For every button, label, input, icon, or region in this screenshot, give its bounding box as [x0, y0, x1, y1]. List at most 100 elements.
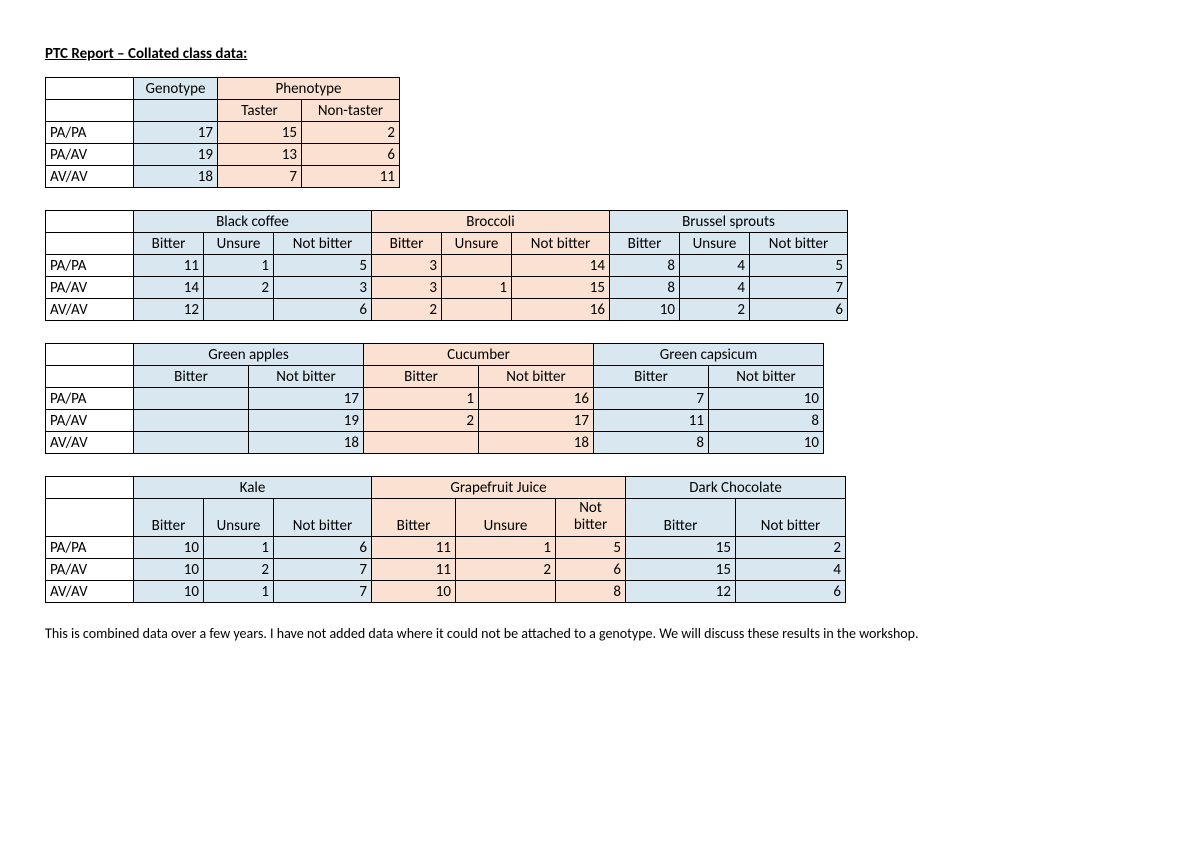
t1-cell: 15 — [218, 122, 302, 144]
food-table-row2: Green applesCucumberGreen capsicumBitter… — [45, 343, 824, 454]
t2-cell: 8 — [610, 277, 680, 299]
t3-cell: 17 — [479, 410, 594, 432]
t2-sub-header: Not bitter — [274, 233, 372, 255]
t1-taster-header: Taster — [218, 100, 302, 122]
t2-cell: 7 — [750, 277, 848, 299]
t4-cell: 10 — [372, 580, 456, 602]
t4-cell: 7 — [274, 580, 372, 602]
t2-cell: 3 — [274, 277, 372, 299]
t4-rowlabel: PA/PA — [46, 536, 134, 558]
t4-rowlabel: PA/AV — [46, 558, 134, 580]
food-table-row3: KaleGrapefruit JuiceDark ChocolateBitter… — [45, 476, 846, 603]
t3-cell: 1 — [364, 388, 479, 410]
t2-sub-header: Bitter — [610, 233, 680, 255]
t4-cell: 6 — [556, 558, 626, 580]
t4-sub-header: Unsure — [456, 499, 556, 537]
t4-group-header: Grapefruit Juice — [372, 477, 626, 499]
footnote-text: This is combined data over a few years. … — [45, 625, 1155, 642]
t4-cell: 7 — [274, 558, 372, 580]
t2-group-header: Black coffee — [134, 211, 372, 233]
t1-rowlabel: AV/AV — [46, 166, 134, 188]
t2-sub-header: Not bitter — [512, 233, 610, 255]
t2-group-header: Brussel sprouts — [610, 211, 848, 233]
t2-cell — [442, 299, 512, 321]
t2-cell: 16 — [512, 299, 610, 321]
t4-cell: 2 — [204, 558, 274, 580]
t2-sub-header: Not bitter — [750, 233, 848, 255]
t3-cell — [134, 410, 249, 432]
t3-cell: 10 — [709, 432, 824, 454]
t4-cell — [456, 580, 556, 602]
t2-cell: 14 — [134, 277, 204, 299]
t1-rowlabel: PA/PA — [46, 122, 134, 144]
t2-cell — [442, 255, 512, 277]
t3-cell: 7 — [594, 388, 709, 410]
t3-sub-header: Bitter — [134, 366, 249, 388]
t2-cell: 4 — [680, 277, 750, 299]
t4-cell: 12 — [626, 580, 736, 602]
t3-cell: 17 — [249, 388, 364, 410]
t4-cell: 10 — [134, 536, 204, 558]
t3-group-header: Green capsicum — [594, 344, 824, 366]
t3-rowlabel: PA/AV — [46, 410, 134, 432]
t2-cell: 15 — [512, 277, 610, 299]
t2-cell: 8 — [610, 255, 680, 277]
t3-sub-header: Not bitter — [709, 366, 824, 388]
t2-cell: 14 — [512, 255, 610, 277]
t4-sub-header: Bitter — [134, 499, 204, 537]
t3-cell: 18 — [249, 432, 364, 454]
t2-cell: 5 — [274, 255, 372, 277]
t2-cell: 6 — [274, 299, 372, 321]
t3-rowlabel: PA/PA — [46, 388, 134, 410]
t2-cell: 10 — [610, 299, 680, 321]
t4-sub-header: Unsure — [204, 499, 274, 537]
t4-cell: 4 — [736, 558, 846, 580]
t2-cell: 1 — [204, 255, 274, 277]
t1-cell: 18 — [134, 166, 218, 188]
t1-cell: 13 — [218, 144, 302, 166]
t1-rowlabel: PA/AV — [46, 144, 134, 166]
t3-sub-header: Bitter — [594, 366, 709, 388]
t1-genotype-header: Genotype — [134, 78, 218, 100]
genotype-phenotype-table: GenotypePhenotypeTasterNon-tasterPA/PA17… — [45, 77, 400, 188]
t2-cell: 1 — [442, 277, 512, 299]
t3-sub-header: Not bitter — [249, 366, 364, 388]
t1-nontaster-header: Non-taster — [302, 100, 400, 122]
t1-cell: 6 — [302, 144, 400, 166]
t3-cell: 11 — [594, 410, 709, 432]
t1-cell: 2 — [302, 122, 400, 144]
t2-cell: 2 — [204, 277, 274, 299]
t1-cell: 19 — [134, 144, 218, 166]
t4-cell: 15 — [626, 536, 736, 558]
t2-cell: 11 — [134, 255, 204, 277]
t4-cell: 6 — [274, 536, 372, 558]
t3-cell: 18 — [479, 432, 594, 454]
t2-cell: 4 — [680, 255, 750, 277]
t2-rowlabel: PA/PA — [46, 255, 134, 277]
t3-cell: 10 — [709, 388, 824, 410]
t4-sub-header: Not bitter — [274, 499, 372, 537]
t4-cell: 1 — [456, 536, 556, 558]
t4-cell: 2 — [456, 558, 556, 580]
t4-cell: 15 — [626, 558, 736, 580]
t4-sub-header: Notbitter — [556, 499, 626, 537]
t2-cell: 12 — [134, 299, 204, 321]
t3-cell: 8 — [709, 410, 824, 432]
t1-cell: 7 — [218, 166, 302, 188]
t2-sub-header: Bitter — [372, 233, 442, 255]
t2-sub-header: Bitter — [134, 233, 204, 255]
t2-rowlabel: PA/AV — [46, 277, 134, 299]
t4-cell: 10 — [134, 558, 204, 580]
t4-group-header: Kale — [134, 477, 372, 499]
t2-cell: 3 — [372, 277, 442, 299]
t4-cell: 1 — [204, 580, 274, 602]
t2-cell: 2 — [372, 299, 442, 321]
t3-cell: 16 — [479, 388, 594, 410]
t3-cell — [134, 432, 249, 454]
t2-group-header: Broccoli — [372, 211, 610, 233]
t1-blank — [46, 78, 134, 100]
t2-sub-header: Unsure — [680, 233, 750, 255]
t2-sub-header: Unsure — [204, 233, 274, 255]
t2-rowlabel: AV/AV — [46, 299, 134, 321]
t2-cell: 2 — [680, 299, 750, 321]
